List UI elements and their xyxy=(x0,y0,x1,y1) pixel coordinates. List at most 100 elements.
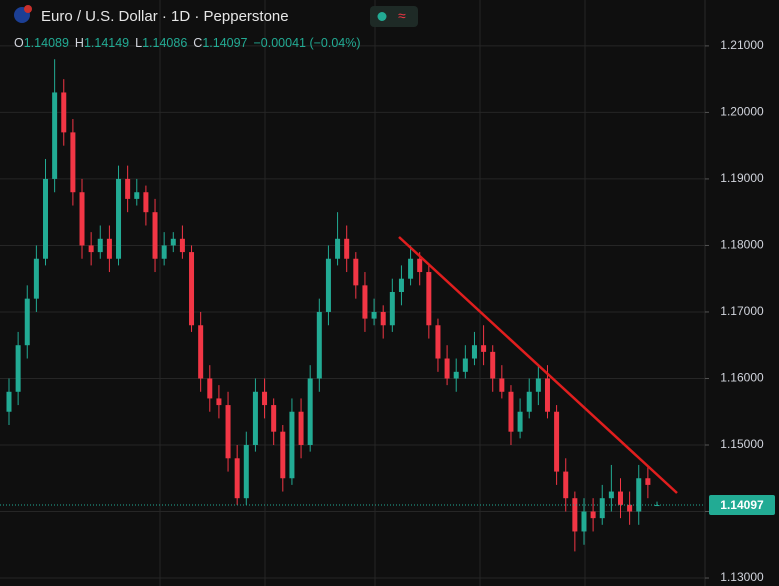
last-price-badge xyxy=(709,495,775,516)
candle-body xyxy=(544,378,550,412)
candle-body xyxy=(161,245,167,259)
vertical-grid xyxy=(159,0,586,586)
legend-value: 1.14097 xyxy=(202,36,247,50)
candle-body xyxy=(280,431,286,479)
candle-body xyxy=(453,371,459,379)
candle-body xyxy=(362,285,368,319)
legend-value: 1.14149 xyxy=(84,36,129,50)
candle-body xyxy=(554,411,560,472)
candle-body xyxy=(563,471,569,499)
candle-body xyxy=(79,192,85,246)
candle-body xyxy=(426,272,432,326)
candle-body xyxy=(645,478,651,485)
symbol-title: Euro / U.S. Dollar · 1D · Pepperstone xyxy=(41,8,289,25)
y-tick-label: 1.20000 xyxy=(720,105,764,119)
last-price-label: 1.14097 xyxy=(720,498,764,512)
symbol-flag xyxy=(24,5,32,13)
y-tick-label: 1.13000 xyxy=(720,570,764,584)
legend-label: O xyxy=(14,36,24,50)
candle-body xyxy=(581,511,587,532)
status-badge[interactable] xyxy=(370,6,418,27)
ohlc-legend: O1.14089 H1.14149 L1.14086 C1.14097 −0.00041… xyxy=(14,36,361,50)
candle-body xyxy=(371,311,377,319)
candle-body xyxy=(298,411,304,445)
y-tick-label: 1.15000 xyxy=(720,437,764,451)
candle-body xyxy=(499,378,505,392)
candle-body xyxy=(216,398,222,406)
candle-body xyxy=(307,378,313,445)
candles xyxy=(0,59,705,552)
y-tick-label: 1.21000 xyxy=(720,38,764,52)
candle-body xyxy=(143,192,149,213)
candle-body xyxy=(225,405,231,459)
candle-body xyxy=(6,391,12,412)
legend-value: 1.14089 xyxy=(24,36,69,50)
candle-body xyxy=(234,458,240,499)
candle-body xyxy=(70,132,76,193)
candle-body xyxy=(481,345,487,352)
candle-body xyxy=(490,351,496,379)
candle-body xyxy=(353,258,359,286)
candle-body xyxy=(627,504,633,512)
candle-body xyxy=(106,238,112,259)
candle-body xyxy=(617,491,623,505)
legend-label: C xyxy=(193,36,202,50)
candle-body xyxy=(435,325,441,359)
legend-change: −0.00041 (−0.04%) xyxy=(254,36,361,50)
y-tick-label: 1.17000 xyxy=(720,304,764,318)
candle-body xyxy=(590,511,596,519)
candle-body xyxy=(517,411,523,432)
candle-body xyxy=(33,258,39,299)
candle-body xyxy=(24,298,30,346)
candle-body xyxy=(15,345,21,392)
candle-body xyxy=(471,345,477,359)
candle-body xyxy=(252,391,258,445)
candle-body xyxy=(636,478,642,512)
candle-body xyxy=(389,292,395,326)
candle-body xyxy=(508,391,514,432)
candle-body xyxy=(572,498,578,532)
y-tick-label: 1.18000 xyxy=(720,238,764,252)
candle-body xyxy=(152,212,158,259)
candle-body xyxy=(462,358,468,372)
candle-body xyxy=(535,378,541,392)
candle-body xyxy=(243,444,249,499)
candle-body xyxy=(398,278,404,293)
candle-body xyxy=(207,378,213,399)
candle-body xyxy=(271,405,277,432)
candle-body xyxy=(408,258,414,279)
market-status-dot xyxy=(377,12,387,21)
candle-body xyxy=(262,391,268,406)
y-tick-label: 1.19000 xyxy=(720,171,764,185)
candle-body xyxy=(198,325,204,379)
candle-body xyxy=(289,411,295,479)
legend-label: H xyxy=(75,36,84,50)
candle-body xyxy=(52,92,58,179)
candle-body xyxy=(125,178,131,199)
legend-label: L xyxy=(135,36,142,50)
candle-body xyxy=(344,238,350,259)
candle-body xyxy=(88,245,94,253)
candle-body xyxy=(61,92,67,133)
trend-line xyxy=(398,236,678,494)
candle-body xyxy=(189,252,195,326)
candle-body xyxy=(179,238,185,253)
candle-body xyxy=(444,358,450,379)
y-tick-label: 1.16000 xyxy=(720,371,764,385)
candle-body xyxy=(599,498,605,519)
legend-value: 1.14086 xyxy=(142,36,187,50)
candle-body xyxy=(417,258,423,273)
candle-body xyxy=(134,192,140,199)
candle-body xyxy=(316,311,322,379)
status-icon: ≈ xyxy=(398,8,406,24)
candle-body xyxy=(97,238,103,253)
candle-body xyxy=(116,178,122,259)
candle-body xyxy=(170,238,176,246)
candle-body xyxy=(526,391,532,412)
candle-body xyxy=(380,311,386,326)
candle-body xyxy=(43,178,49,259)
price-axis: 1.130001.140001.150001.160001.170001.180… xyxy=(705,38,775,584)
candle-body xyxy=(325,258,331,312)
